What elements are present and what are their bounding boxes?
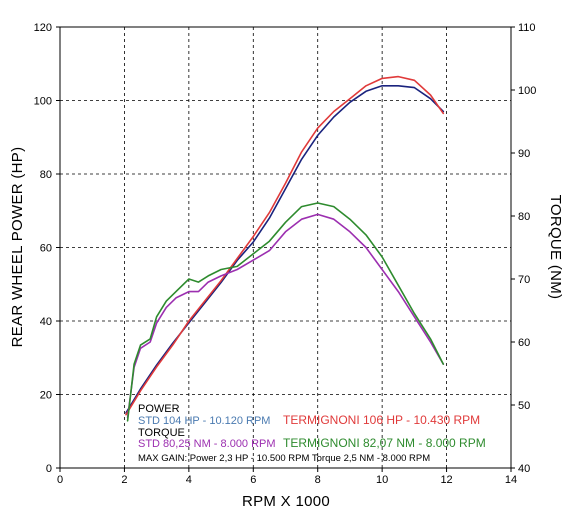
y-axis-title: REAR WHEEL POWER (HP) bbox=[9, 147, 26, 348]
grid-lines bbox=[60, 27, 511, 468]
x-tick-label: 10 bbox=[376, 474, 388, 486]
legend-std-torque: STD 80,25 NM - 8.000 RPM bbox=[138, 438, 276, 450]
x-axis-title: RPM X 1000 bbox=[242, 493, 330, 510]
legend-torque-header: TORQUE bbox=[138, 427, 185, 439]
series-line-1 bbox=[125, 75, 445, 416]
x-tick-label: 8 bbox=[315, 474, 321, 486]
y2-tick-label: 70 bbox=[518, 274, 530, 286]
y-tick-label: 0 bbox=[46, 463, 52, 475]
x-tick-label: 6 bbox=[250, 474, 256, 486]
y-tick-label: 100 bbox=[34, 96, 52, 108]
y2-tick-label: 60 bbox=[518, 337, 530, 349]
legend-power-header: POWER bbox=[138, 403, 180, 415]
legend-term-torque: TERMIGNONI 82,07 NM - 8.000 RPM bbox=[283, 436, 486, 450]
x-tick-label: 2 bbox=[121, 474, 127, 486]
y2-axis-title: TORQUE (NM) bbox=[547, 195, 564, 300]
series-lines bbox=[125, 75, 445, 422]
y-tick-label: 40 bbox=[40, 316, 52, 328]
y2-tick-label: 50 bbox=[518, 400, 530, 412]
legend-max-gain: MAX GAIN: Power 2,3 HP - 10.500 RPM Torq… bbox=[138, 453, 430, 464]
y-tick-label: 120 bbox=[34, 22, 52, 34]
x-tick-label: 0 bbox=[57, 474, 63, 486]
x-tick-label: 12 bbox=[440, 474, 452, 486]
y-tick-label: 20 bbox=[40, 390, 52, 402]
y2-tick-label: 90 bbox=[518, 148, 530, 160]
y2-tick-label: 40 bbox=[518, 463, 530, 475]
y2-tick-label: 110 bbox=[518, 22, 536, 34]
legend: POWER STD 104 HP - 10.120 RPM TERMIGNONI… bbox=[138, 403, 486, 464]
axis-ticks: 0 2 4 6 8 10 12 14 0 20 40 60 80 100 120 40 50 60 70 80 90 10… bbox=[34, 22, 537, 486]
y-tick-label: 60 bbox=[40, 243, 52, 255]
series-line-2 bbox=[126, 213, 445, 419]
x-tick-label: 4 bbox=[186, 474, 192, 486]
legend-std-power: STD 104 HP - 10.120 RPM bbox=[138, 415, 270, 427]
y-tick-label: 80 bbox=[40, 169, 52, 181]
x-tick-label: 14 bbox=[505, 474, 517, 486]
y2-tick-label: 100 bbox=[518, 85, 536, 97]
y2-tick-label: 80 bbox=[518, 211, 530, 223]
legend-term-power: TERMIGNONI 106 HP - 10.430 RPM bbox=[283, 413, 480, 427]
series-line-3 bbox=[126, 202, 445, 422]
